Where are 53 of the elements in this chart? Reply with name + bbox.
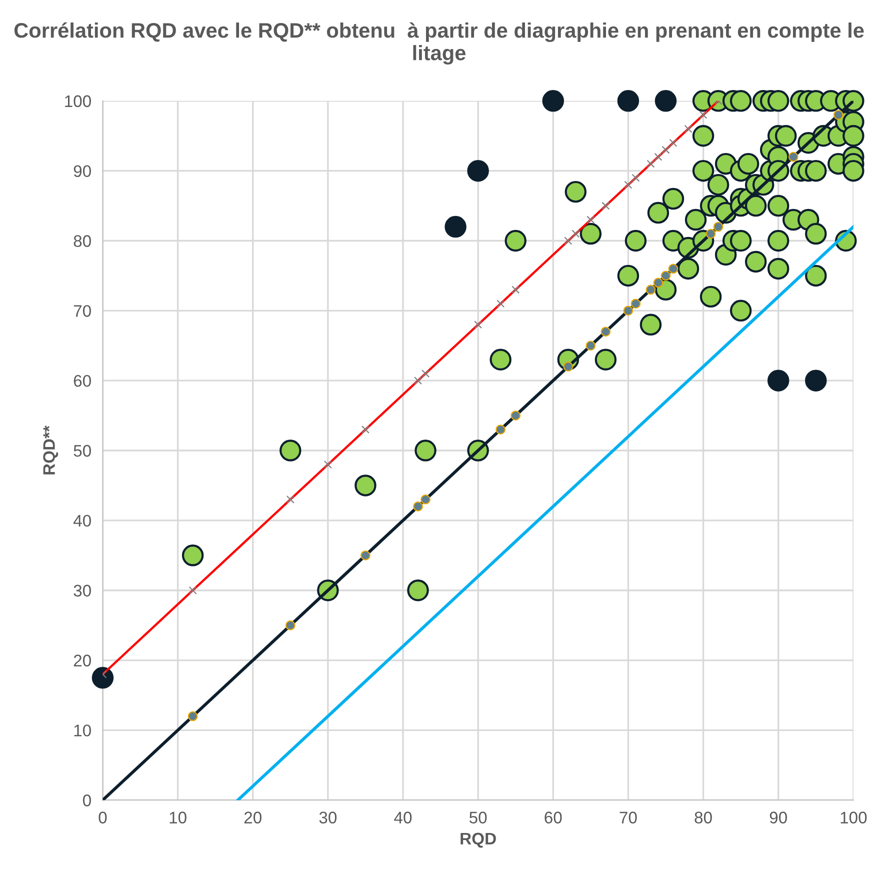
- x-axis-title: RQD: [460, 832, 496, 848]
- point: [420, 494, 430, 504]
- point: [586, 340, 596, 351]
- point: [668, 264, 678, 274]
- chart-title: Corrélation RQD avec le RQD** obtenu à partir de diagraphie en prenant en compte le litage: [14, 22, 864, 65]
- point: [706, 228, 716, 239]
- point: [542, 90, 564, 112]
- point: [623, 306, 634, 316]
- y-tick-label: 80: [74, 235, 91, 247]
- x-tick-label: 40: [394, 812, 412, 824]
- point: [833, 110, 844, 120]
- point: [444, 216, 466, 238]
- point: [413, 502, 423, 512]
- y-tick-label: 40: [73, 514, 91, 527]
- point: [630, 298, 641, 309]
- point: [654, 90, 677, 112]
- x-tick-label: 100: [840, 812, 867, 824]
- y-tick-label: 100: [65, 95, 91, 108]
- point: [467, 160, 489, 182]
- y-tick-label: 50: [74, 444, 91, 457]
- point: [92, 666, 114, 689]
- point: [617, 90, 640, 112]
- x-tick-label: 10: [170, 812, 186, 824]
- y-tick-label: 60: [74, 375, 91, 387]
- point: [660, 270, 671, 281]
- y-axis-title: RQD**: [43, 426, 58, 474]
- x-tick-label: 0: [98, 812, 107, 824]
- y-tick-label: 0: [83, 794, 91, 806]
- x-tick-label: 90: [770, 812, 787, 824]
- y-tick-label: 10: [74, 724, 91, 736]
- point: [767, 370, 790, 392]
- x-tick-label: 70: [620, 812, 637, 824]
- point: [563, 362, 574, 372]
- point: [285, 620, 296, 630]
- x-tick-label: 20: [244, 812, 262, 824]
- point: [600, 326, 611, 337]
- x-tick-label: 60: [544, 812, 562, 824]
- point: [653, 278, 664, 288]
- point: [713, 222, 724, 232]
- point: [805, 370, 827, 392]
- point: [646, 284, 656, 295]
- point: [496, 424, 506, 434]
- point: [510, 410, 521, 421]
- x-tick-label: 50: [469, 812, 487, 824]
- y-tick-label: 30: [74, 584, 91, 597]
- x-tick-label: 30: [319, 812, 337, 824]
- point: [188, 711, 198, 722]
- y-tick-label: 70: [74, 305, 91, 317]
- y-tick-label: 90: [74, 165, 91, 178]
- y-tick-label: 20: [74, 654, 91, 666]
- point: [788, 152, 798, 162]
- x-tick-label: 80: [694, 812, 712, 824]
- point: [360, 550, 370, 560]
